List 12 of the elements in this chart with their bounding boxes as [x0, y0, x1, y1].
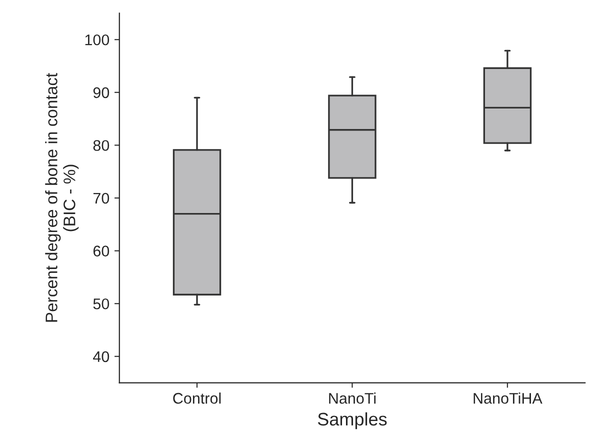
- y-tick-label: 40: [93, 351, 110, 362]
- x-tick-label: NanoTiHA: [474, 392, 542, 404]
- y-tick-label: 90: [93, 87, 110, 98]
- y-tick-label: 100: [85, 34, 110, 46]
- x-tick-label: Control: [173, 392, 221, 404]
- y-tick-label: 60: [93, 246, 110, 256]
- x-axis-title: Samples: [318, 412, 387, 430]
- y-tick-label: 70: [93, 192, 110, 204]
- y-tick-label: 50: [93, 298, 110, 310]
- y-tick-label: 80: [93, 140, 110, 151]
- y-axis-title: Percent degree of bone in contact (BIC - %): [45, 73, 79, 322]
- x-tick-label: NanoTi: [329, 392, 376, 404]
